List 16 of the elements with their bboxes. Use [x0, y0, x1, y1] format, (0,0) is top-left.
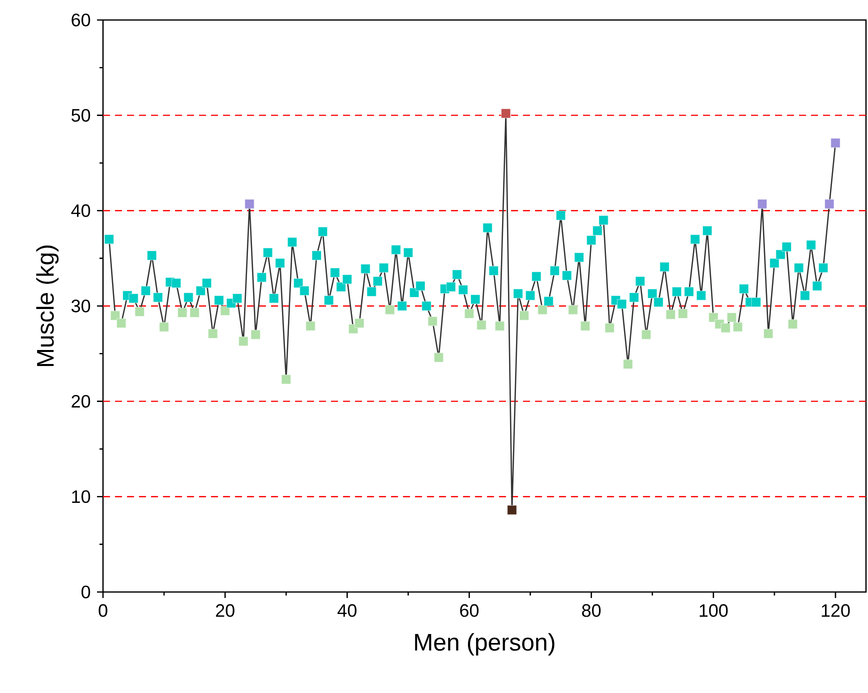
x-tick-label: 0 [98, 604, 108, 617]
y-tick-label: 0 [82, 586, 90, 598]
x-tick-label: 20 [216, 604, 234, 617]
y-tick-label: 20 [72, 394, 90, 408]
x-tick-label: 40 [338, 604, 356, 617]
x-tick-label: 120 [822, 604, 850, 617]
x-tick-label: 100 [700, 604, 728, 617]
x-axis-title: Men (person) [415, 633, 554, 656]
y-tick-label: 10 [72, 490, 90, 504]
y-tick-label: 30 [71, 300, 90, 312]
y-tick-label: 60 [72, 14, 90, 26]
y-axis-title: Muscle (kg) [36, 246, 59, 366]
x-tick-label: 80 [582, 604, 601, 617]
x-tick-label: 60 [460, 604, 479, 617]
y-tick-label: 40 [71, 204, 90, 218]
y-tick-label: 50 [72, 108, 90, 122]
